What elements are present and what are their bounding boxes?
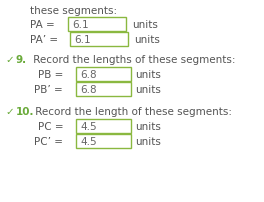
Text: 6.8: 6.8 <box>80 70 97 80</box>
Text: units: units <box>132 20 158 30</box>
Text: Record the lengths of these segments:: Record the lengths of these segments: <box>30 55 235 65</box>
Text: PA =: PA = <box>30 20 58 30</box>
Text: 4.5: 4.5 <box>80 121 97 131</box>
Text: units: units <box>135 121 161 131</box>
Text: PC’ =: PC’ = <box>34 136 66 146</box>
Text: 10.: 10. <box>16 106 35 116</box>
FancyBboxPatch shape <box>76 83 131 97</box>
Text: 6.1: 6.1 <box>74 35 91 45</box>
FancyBboxPatch shape <box>68 18 126 32</box>
Text: units: units <box>135 136 161 146</box>
Text: ✓: ✓ <box>5 55 14 65</box>
FancyBboxPatch shape <box>70 33 128 47</box>
FancyBboxPatch shape <box>76 134 131 148</box>
Text: PC =: PC = <box>38 121 67 131</box>
Text: 6.8: 6.8 <box>80 85 97 95</box>
Text: 4.5: 4.5 <box>80 136 97 146</box>
Text: 9.: 9. <box>16 55 27 65</box>
Text: PB =: PB = <box>38 70 67 80</box>
Text: these segments:: these segments: <box>30 6 117 16</box>
FancyBboxPatch shape <box>76 119 131 133</box>
Text: PA’ =: PA’ = <box>30 35 61 45</box>
Text: Record the length of these segments:: Record the length of these segments: <box>32 106 232 116</box>
Text: ✓: ✓ <box>5 106 14 116</box>
Text: 6.1: 6.1 <box>72 20 89 30</box>
FancyBboxPatch shape <box>76 68 131 82</box>
Text: units: units <box>135 70 161 80</box>
Text: PB’ =: PB’ = <box>34 85 66 95</box>
Text: units: units <box>134 35 160 45</box>
Text: units: units <box>135 85 161 95</box>
